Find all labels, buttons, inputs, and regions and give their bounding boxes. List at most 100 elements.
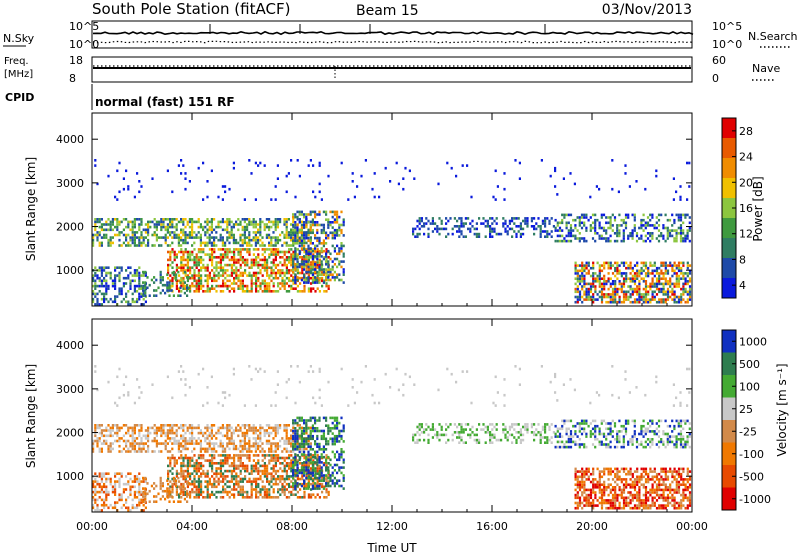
power-cell	[603, 227, 605, 230]
power-cell	[175, 273, 177, 276]
power-cell	[597, 262, 599, 265]
power-cell	[636, 275, 638, 278]
velocity-cell	[268, 427, 270, 430]
power-cell	[334, 279, 336, 282]
velocity-cell	[296, 440, 298, 443]
power-cell	[343, 245, 345, 248]
velocity-cell	[257, 483, 259, 486]
velocity-cell	[235, 488, 237, 491]
power-cell	[336, 276, 338, 279]
power-cell	[261, 236, 263, 239]
velocity-cell	[251, 493, 253, 496]
power-cell	[105, 274, 107, 277]
power-cell	[689, 229, 691, 232]
power-cell	[687, 214, 689, 217]
power-cell	[134, 239, 136, 242]
power-cell	[575, 264, 577, 267]
power-cell	[107, 229, 109, 232]
power-cell	[303, 247, 305, 250]
power-cell	[105, 221, 107, 224]
power-cell	[305, 253, 307, 256]
power-cell	[222, 259, 224, 262]
power-cell	[303, 234, 305, 237]
power-cell	[533, 228, 535, 231]
velocity-cell	[299, 469, 301, 472]
power-cell	[507, 230, 509, 233]
power-cell	[618, 224, 620, 227]
velocity-cell	[165, 424, 167, 427]
power-cell	[145, 301, 147, 304]
velocity-cell	[121, 450, 123, 453]
power-cell	[242, 234, 244, 237]
power-cell	[654, 270, 656, 273]
power-cell	[220, 269, 222, 272]
velocity-cell	[123, 424, 125, 427]
power-cell	[215, 231, 217, 234]
velocity-cell	[240, 493, 242, 496]
power-cell	[652, 296, 654, 299]
velocity-cell	[237, 480, 239, 483]
power-cell	[647, 216, 649, 219]
nave-tick-high: 60	[712, 54, 726, 67]
power-cell	[557, 235, 559, 238]
velocity-cell	[165, 440, 167, 443]
power-cell	[116, 234, 118, 237]
velocity-cell	[142, 495, 144, 498]
power-cell	[676, 301, 678, 304]
velocity-cell	[180, 472, 182, 475]
power-cell	[423, 233, 425, 236]
velocity-cell	[176, 488, 178, 491]
power-cell	[158, 223, 160, 226]
power-cell	[114, 196, 116, 199]
power-cell	[191, 251, 193, 254]
velocity-cell	[233, 488, 235, 491]
velocity-cell	[204, 472, 206, 475]
power-cell	[520, 225, 522, 228]
velocity-cell	[231, 440, 233, 443]
power-cell	[555, 219, 557, 222]
velocity-cell	[105, 429, 107, 432]
velocity-cell	[255, 470, 257, 473]
power-cell	[447, 233, 449, 236]
power-cell	[211, 261, 213, 264]
velocity-cell	[294, 435, 296, 438]
velocity-cell	[248, 424, 250, 427]
power-cell	[489, 233, 491, 236]
power-cell	[167, 218, 169, 221]
power-cell	[200, 277, 202, 280]
power-cell	[198, 218, 200, 221]
power-cell	[318, 224, 320, 227]
velocity-cell	[307, 469, 309, 472]
power-cell	[634, 288, 636, 291]
power-cell	[224, 277, 226, 280]
power-cell	[546, 230, 548, 233]
power-cell	[222, 253, 224, 256]
power-cell	[189, 236, 191, 239]
power-cell	[209, 274, 211, 277]
velocity-cell	[288, 491, 290, 494]
power-cell	[485, 235, 487, 238]
velocity-cell	[250, 429, 252, 432]
velocity-cell	[270, 427, 272, 430]
power-cell	[603, 275, 605, 278]
velocity-cell	[312, 438, 314, 441]
power-cell	[485, 220, 487, 223]
power-cell	[555, 227, 557, 230]
power-cell	[178, 242, 180, 245]
power-cell	[689, 293, 691, 296]
power-cell	[640, 224, 642, 227]
velocity-cell	[103, 472, 105, 475]
power-cell	[193, 261, 195, 264]
velocity-cell	[187, 462, 189, 465]
power-cell	[114, 277, 116, 280]
power-cell	[303, 263, 305, 266]
power-cell	[504, 220, 506, 223]
velocity-cell	[246, 432, 248, 435]
velocity-cell	[268, 488, 270, 491]
power-cell	[294, 253, 296, 256]
power-cell	[296, 255, 298, 258]
power-cell	[211, 269, 213, 272]
velocity-cell	[303, 496, 305, 499]
velocity-cell	[220, 440, 222, 443]
power-cell	[303, 213, 305, 216]
